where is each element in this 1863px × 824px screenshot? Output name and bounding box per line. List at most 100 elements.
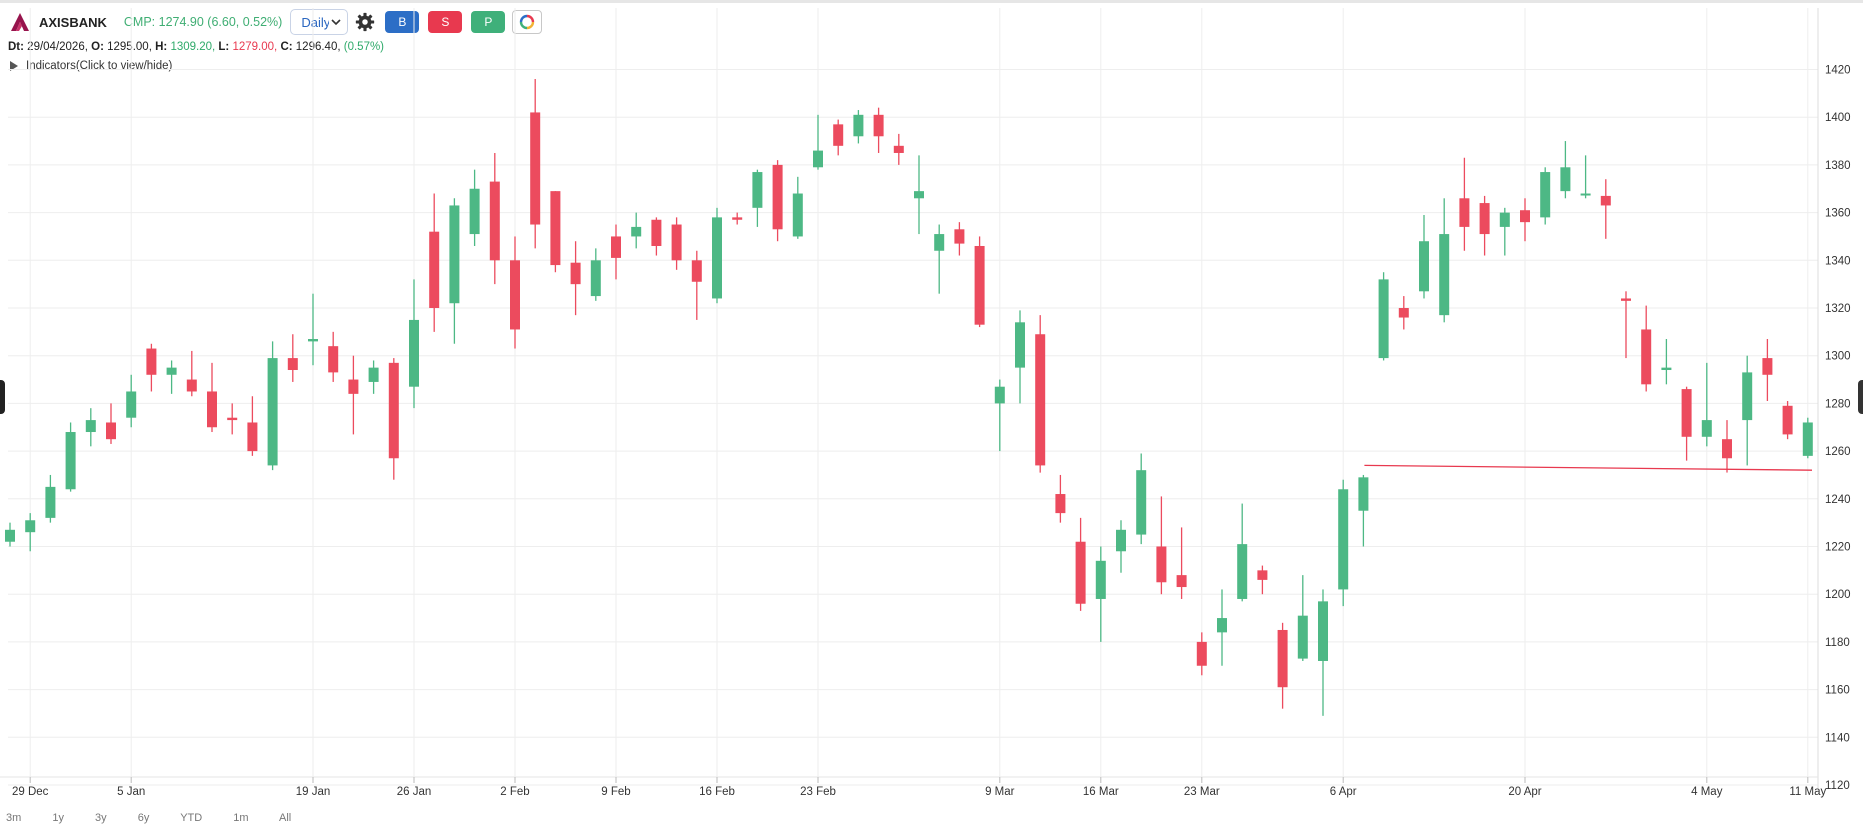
candle-body [45, 486, 56, 518]
y-tick-label: 1180 [1825, 637, 1850, 649]
candle-down [510, 236, 520, 349]
x-tick-label: 6 Apr [1330, 786, 1357, 798]
caret-right-icon [10, 61, 18, 71]
candle-down [247, 396, 258, 456]
candle-body [873, 114, 884, 137]
candle-body [409, 319, 419, 387]
candle-body [752, 172, 763, 208]
candle-down [146, 343, 157, 392]
color-ring-icon [520, 14, 535, 30]
y-tick-label: 1140 [1825, 732, 1850, 744]
candle-up [631, 212, 642, 249]
high-value: 1309.20, [170, 41, 216, 53]
candle-up [853, 110, 864, 144]
y-tick-label: 1160 [1825, 685, 1850, 697]
candle-up [813, 114, 823, 170]
candle-body [106, 422, 116, 440]
candle-down [570, 241, 581, 316]
candle-up [368, 360, 379, 394]
candle-down [691, 250, 702, 320]
candle-body [954, 229, 965, 244]
cmp-price: CMP: 1274.90 (6.60, 0.52%) [123, 15, 283, 29]
candle-down [1520, 198, 1530, 242]
candle-up [1419, 214, 1429, 299]
candle-down [328, 331, 339, 382]
support-line [1364, 464, 1813, 471]
candle-down [186, 350, 197, 397]
open-value: 1295.00, [107, 41, 152, 53]
candle-up [45, 474, 56, 523]
left-panel-handle[interactable] [0, 380, 5, 414]
buy-button[interactable]: B [385, 11, 420, 33]
candle-up [590, 248, 601, 301]
candle-body [1580, 193, 1591, 196]
horizontal-line [1364, 464, 1813, 471]
candle-up [1318, 589, 1328, 716]
candle-up [1701, 362, 1712, 447]
candle-body [1075, 541, 1086, 604]
candle-body [1722, 439, 1732, 459]
candle-down [1156, 496, 1167, 595]
range-tabs: 3m 1y 3y 6y YTD 1m All [6, 812, 319, 824]
candle-body [429, 231, 440, 308]
candle-up [752, 169, 763, 227]
candle-body [590, 260, 601, 297]
range-tab[interactable]: 6y [137, 812, 150, 824]
candle-up [469, 169, 480, 246]
ohlc-readout: Dt: 29/04/2026, O: 1295.00, H: 1309.20, … [8, 41, 384, 53]
candle-body [1802, 422, 1813, 456]
gear-icon[interactable] [354, 11, 376, 33]
candle-body [1540, 172, 1551, 218]
candle-body [1136, 470, 1147, 535]
x-tick-label: 16 Mar [1083, 786, 1119, 798]
range-tab[interactable]: 3m [6, 812, 22, 824]
range-tab[interactable]: 1m [233, 812, 249, 824]
candle-up [65, 422, 76, 492]
candle-up [25, 513, 36, 552]
candle-body [1661, 367, 1672, 371]
x-tick-label: 23 Feb [800, 786, 836, 798]
sell-button[interactable]: S [428, 11, 463, 33]
candle-up [1742, 355, 1753, 466]
y-tick-label: 1260 [1825, 446, 1851, 458]
candle-body [550, 191, 561, 266]
candle-body [85, 420, 96, 433]
right-panel-handle[interactable] [1858, 380, 1863, 414]
dt-label: Dt: [8, 41, 24, 53]
high-label: H: [155, 41, 168, 53]
candle-body [1156, 546, 1167, 583]
x-tick-label: 26 Jan [397, 786, 432, 798]
candle-body [792, 193, 803, 237]
candle-body [1358, 477, 1369, 511]
candle-body [1621, 298, 1631, 301]
candle-body [510, 260, 520, 330]
range-tab[interactable]: All [279, 812, 292, 824]
candle-body [914, 191, 924, 199]
y-tick-label: 1420 [1825, 65, 1851, 77]
candle-body [974, 245, 985, 325]
candle-body [1742, 372, 1753, 421]
open-label: O: [91, 41, 104, 53]
candle-up [934, 224, 945, 294]
range-tab[interactable]: YTD [180, 812, 203, 824]
interval-select[interactable]: Daily [290, 9, 349, 35]
portfolio-button[interactable]: P [471, 11, 506, 33]
y-tick-label: 1320 [1825, 303, 1851, 315]
x-tick-label: 19 Jan [296, 786, 331, 798]
candle-body [308, 339, 318, 342]
color-ring-button[interactable] [512, 10, 543, 34]
y-tick-label: 1300 [1825, 351, 1851, 363]
candle-body [1701, 420, 1712, 437]
candle-down [1277, 622, 1288, 709]
candle-body [287, 358, 298, 371]
candle-body [1338, 489, 1349, 590]
range-tab[interactable]: 3y [95, 812, 107, 824]
candle-body [1398, 308, 1409, 318]
candle-up [1095, 546, 1106, 642]
candle-body [1015, 322, 1025, 368]
x-tick-label: 16 Feb [699, 786, 735, 798]
candle-down [550, 191, 561, 273]
range-tab[interactable]: 1y [52, 812, 64, 824]
candle-body [5, 529, 15, 542]
